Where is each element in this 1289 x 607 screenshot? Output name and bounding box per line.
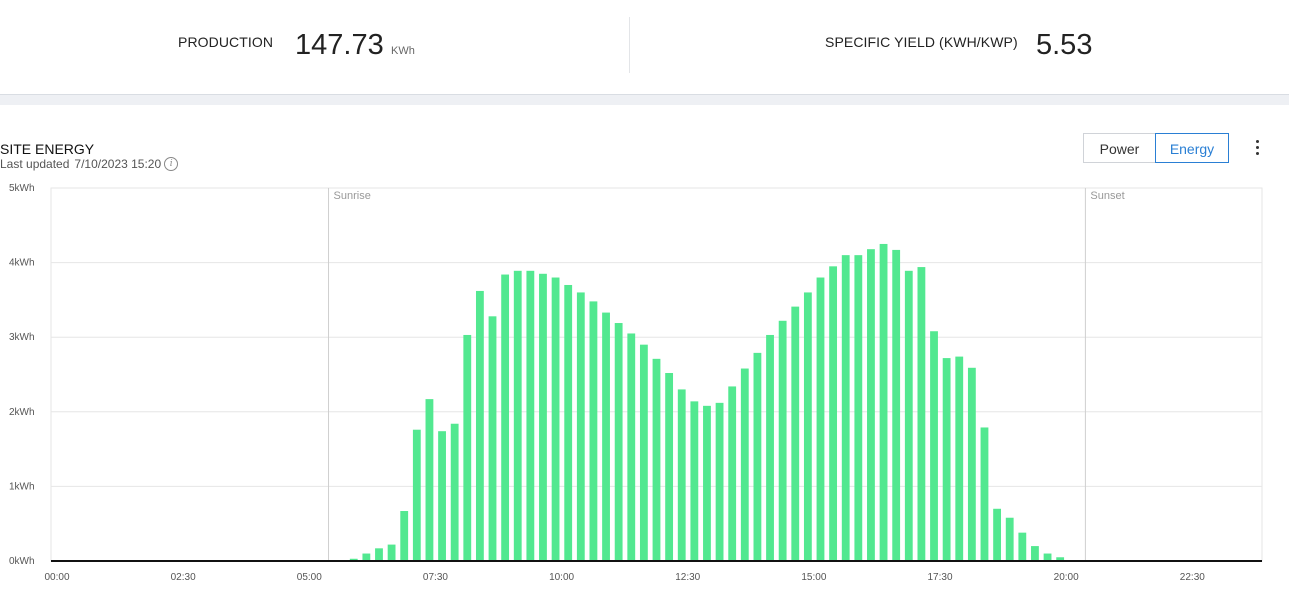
energy-bar xyxy=(539,273,547,561)
energy-bar xyxy=(1043,553,1052,561)
x-tick-label: 22:30 xyxy=(1180,572,1205,583)
energy-bar xyxy=(740,368,749,561)
x-tick-label: 02:30 xyxy=(171,572,196,583)
energy-bar xyxy=(589,301,598,561)
last-updated-value: 7/10/2023 15:20 xyxy=(74,157,162,171)
energy-bar xyxy=(412,429,421,561)
energy-bar xyxy=(602,312,610,561)
card-title: SITE ENERGY xyxy=(0,141,95,157)
energy-bar xyxy=(564,284,573,561)
energy-bar xyxy=(829,266,838,561)
energy-bar xyxy=(753,352,762,561)
x-tick-label: 00:00 xyxy=(44,572,69,583)
x-tick-label: 17:30 xyxy=(928,572,953,583)
energy-bar xyxy=(438,431,446,561)
energy-bar xyxy=(362,553,371,561)
energy-bar xyxy=(816,277,825,561)
energy-bar xyxy=(942,358,951,561)
energy-bar xyxy=(803,292,812,561)
energy-bar xyxy=(488,316,497,561)
last-updated: Last updated 7/10/2023 15:20 i xyxy=(0,157,179,171)
energy-bar xyxy=(450,423,459,561)
production-label: PRODUCTION xyxy=(178,34,274,50)
more-options-icon[interactable] xyxy=(1249,138,1265,160)
marker-label: Sunrise xyxy=(334,190,371,202)
energy-bar xyxy=(425,399,434,561)
energy-bar xyxy=(1005,517,1014,561)
energy-bar xyxy=(703,405,711,561)
energy-bar xyxy=(1056,557,1065,561)
y-tick-label: 2kWh xyxy=(9,407,35,418)
energy-bar xyxy=(501,274,510,561)
energy-bar xyxy=(892,249,901,561)
energy-bar xyxy=(728,386,737,561)
energy-bar xyxy=(375,548,383,561)
energy-bar xyxy=(791,306,800,561)
energy-bar xyxy=(766,334,774,561)
energy-bar xyxy=(551,277,560,561)
energy-bar xyxy=(677,389,686,561)
energy-bar xyxy=(665,373,674,561)
specific-yield-value: 5.53 xyxy=(1036,29,1093,61)
energy-bar xyxy=(526,270,535,561)
energy-bar xyxy=(879,243,888,561)
production-value: 147.73 xyxy=(295,29,384,61)
production-unit: KWh xyxy=(391,45,415,57)
x-tick-label: 10:00 xyxy=(549,572,574,583)
site-energy-chart: Sunrise Sunset 0kWh 1kWh 2kWh 3kWh 4kWh 5kWh 0… xyxy=(9,183,1263,583)
kpi-divider xyxy=(629,17,630,73)
energy-bar xyxy=(778,320,787,561)
energy-bar xyxy=(1031,546,1039,561)
energy-bar xyxy=(387,544,396,561)
energy-bar xyxy=(639,344,648,561)
y-tick-label: 5kWh xyxy=(9,183,35,194)
last-updated-label: Last updated xyxy=(0,157,70,171)
y-tick-label: 4kWh xyxy=(9,258,35,269)
specific-yield-label: SPECIFIC YIELD (KWH/KWP) xyxy=(825,34,1018,50)
x-tick-label: 12:30 xyxy=(675,572,700,583)
energy-bar xyxy=(400,511,409,561)
energy-bar xyxy=(614,323,623,561)
energy-bar xyxy=(930,331,938,561)
y-tick-label: 3kWh xyxy=(9,332,35,343)
x-tick-label: 20:00 xyxy=(1054,572,1079,583)
energy-bar xyxy=(1018,532,1027,561)
energy-bar xyxy=(349,558,358,561)
energy-bar xyxy=(854,255,863,561)
kpi-bar: PRODUCTION 147.73 KWh SPECIFIC YIELD (KW… xyxy=(0,0,1289,95)
energy-bar xyxy=(955,356,964,561)
energy-bar xyxy=(513,270,522,561)
energy-bar xyxy=(627,333,636,561)
x-tick-label: 07:30 xyxy=(423,572,448,583)
y-tick-label: 0kWh xyxy=(9,556,35,567)
energy-bar xyxy=(463,334,472,561)
marker-label: Sunset xyxy=(1090,190,1124,202)
energy-toggle-button[interactable]: Energy xyxy=(1155,133,1229,163)
y-tick-label: 1kWh xyxy=(9,481,35,492)
power-toggle-button[interactable]: Power xyxy=(1083,133,1155,163)
x-tick-label: 05:00 xyxy=(297,572,322,583)
energy-bar xyxy=(993,508,1002,561)
energy-bar xyxy=(867,249,875,561)
x-tick-label: 15:00 xyxy=(801,572,826,583)
energy-bar xyxy=(715,402,724,561)
energy-bar xyxy=(690,401,699,561)
section-separator xyxy=(0,95,1289,105)
info-icon[interactable]: i xyxy=(164,157,179,171)
energy-bar xyxy=(967,367,976,561)
energy-bar xyxy=(576,292,585,561)
energy-bar xyxy=(917,267,926,561)
energy-bar xyxy=(904,270,913,561)
energy-bar xyxy=(652,358,661,561)
energy-bar xyxy=(475,290,484,561)
energy-bar xyxy=(980,427,989,561)
energy-bar xyxy=(841,255,850,561)
